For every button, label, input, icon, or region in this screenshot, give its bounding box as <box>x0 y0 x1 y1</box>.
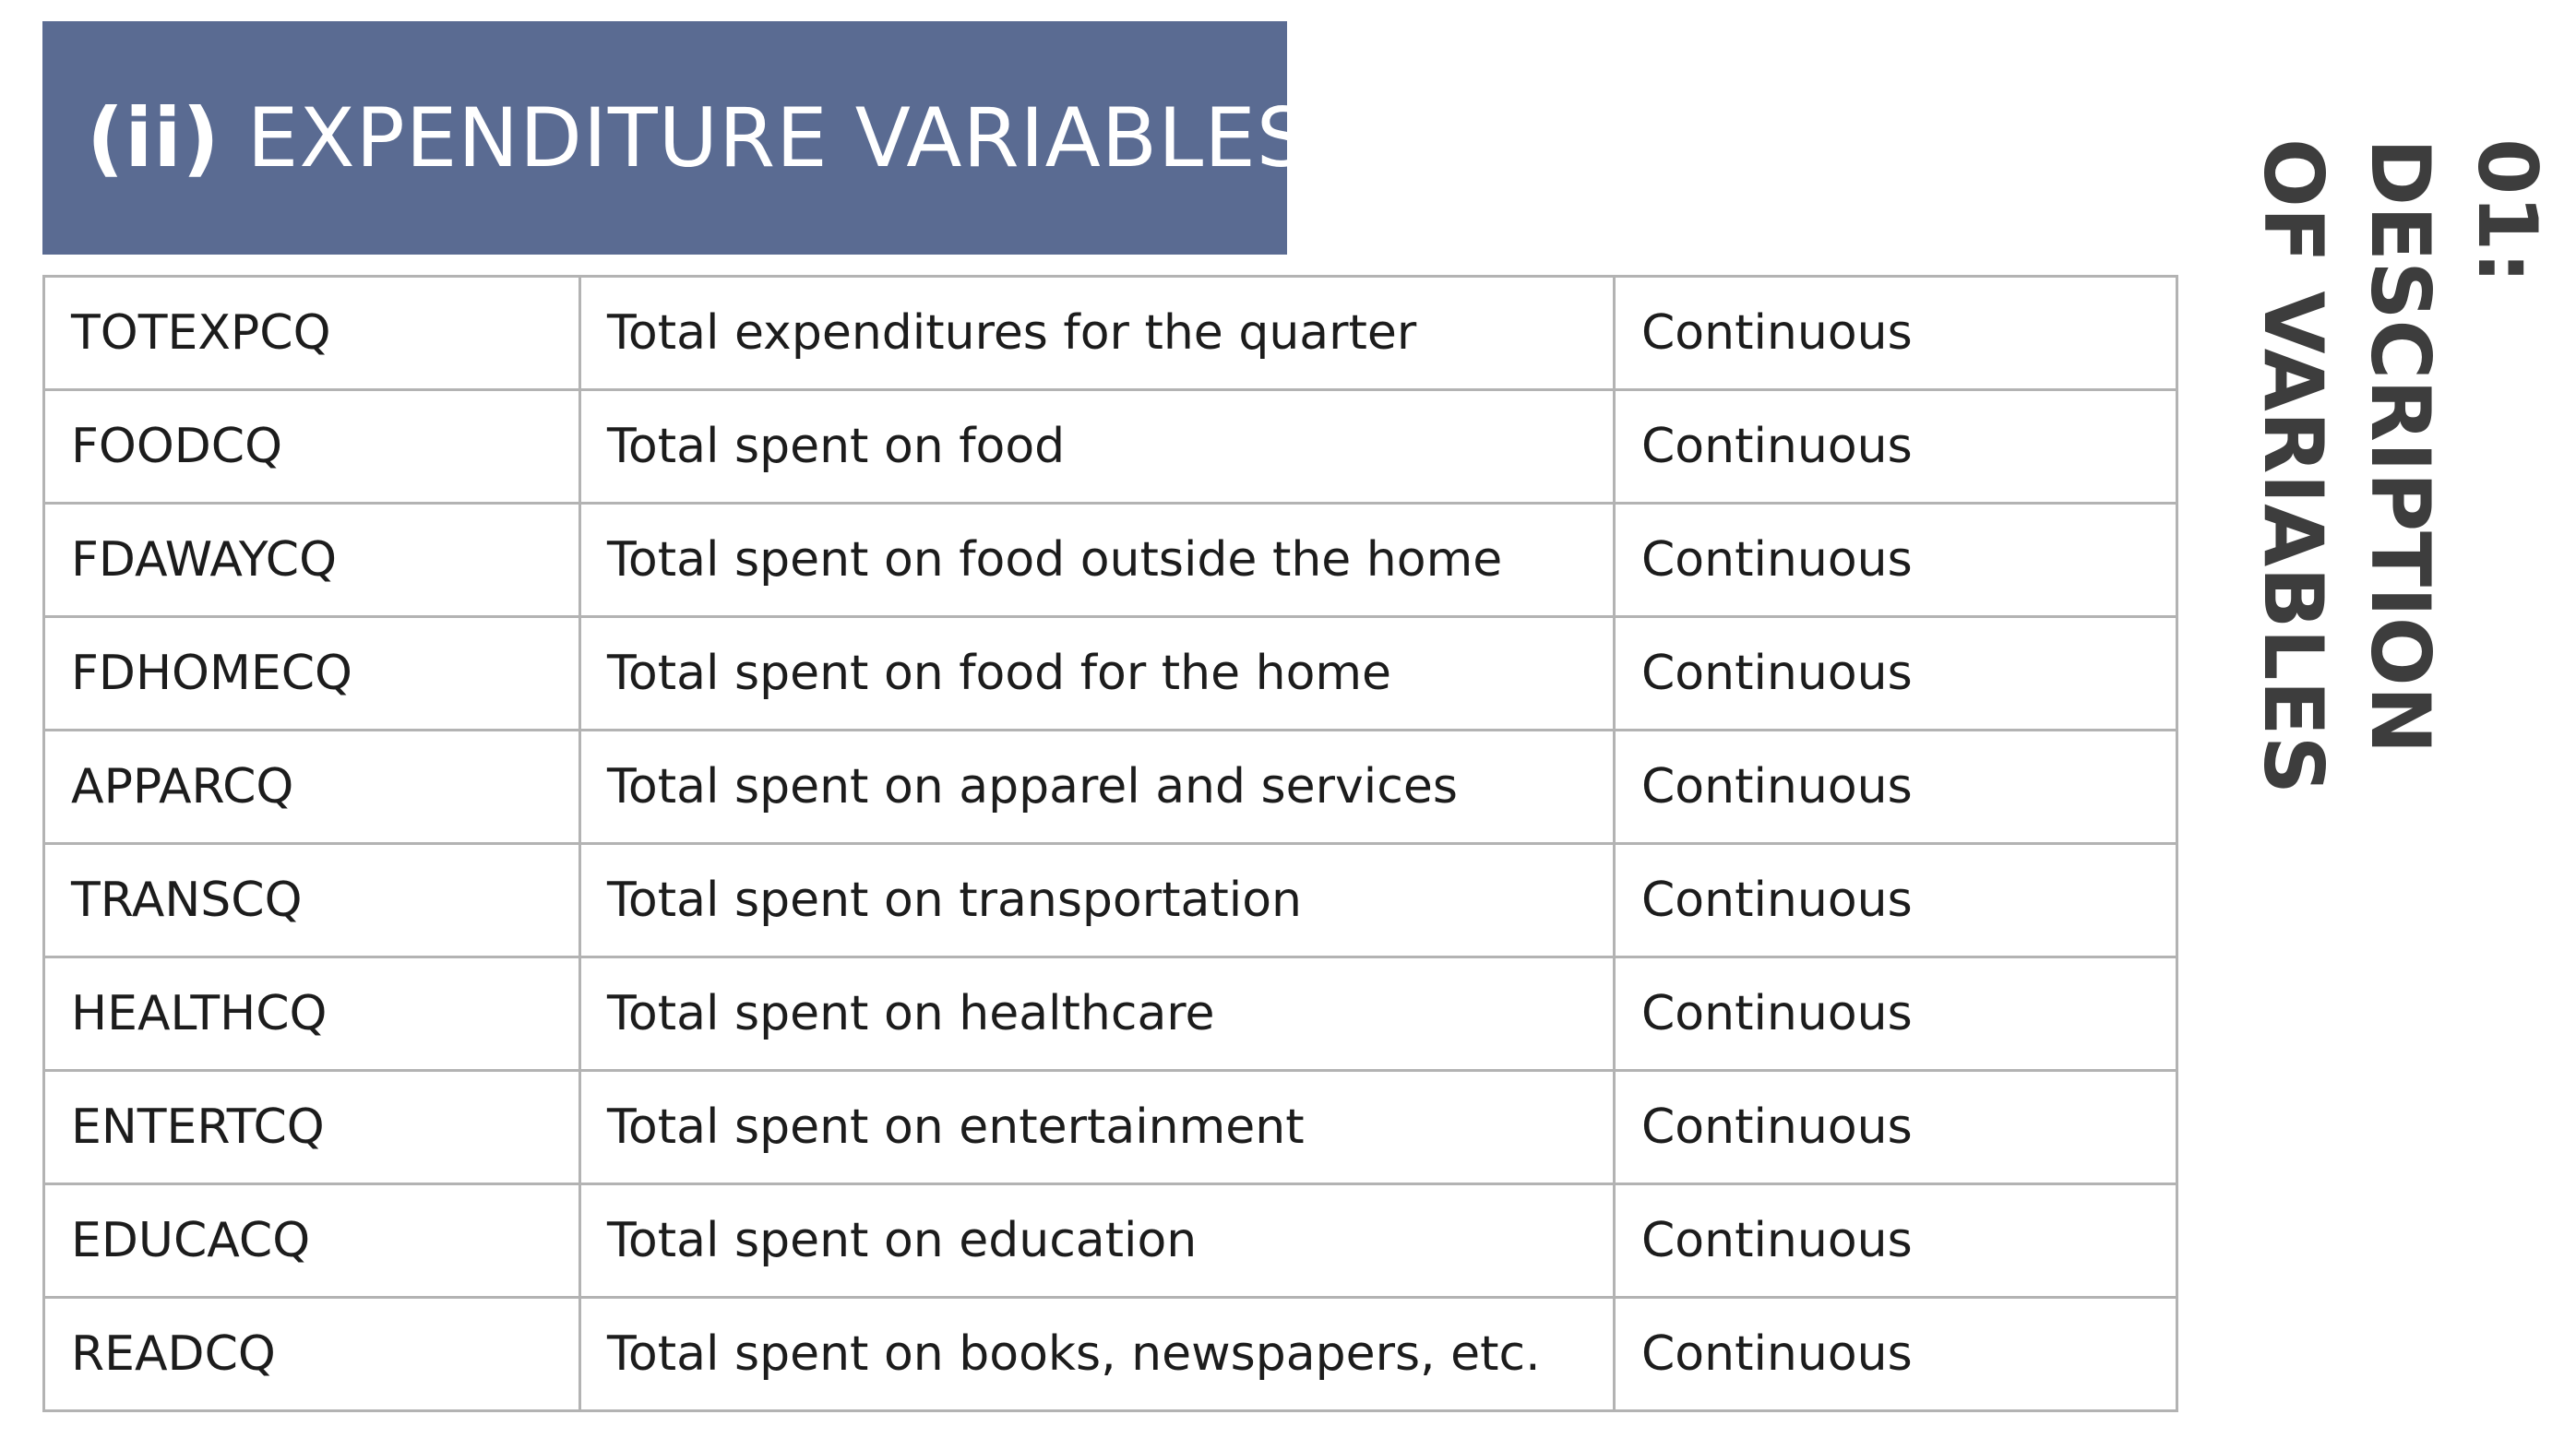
section-title-text: EXPENDITURE VARIABLES <box>246 90 1309 185</box>
side-title-line-1: DESCRIPTION <box>2353 138 2448 755</box>
variable-name-cell: FDAWAYCQ <box>42 502 581 618</box>
variable-type-cell: Continuous <box>1613 388 2178 505</box>
variable-description-cell: Total spent on healthcare <box>578 956 1616 1072</box>
variable-type-cell: Continuous <box>1613 275 2178 391</box>
variable-type-cell: Continuous <box>1613 615 2178 731</box>
variable-name-cell: FOODCQ <box>42 388 581 505</box>
variable-description-cell: Total spent on food <box>578 388 1616 505</box>
variable-type-cell: Continuous <box>1613 956 2178 1072</box>
table-row: FDHOMECQ Total spent on food for the home… <box>42 615 2178 731</box>
variable-description-cell: Total spent on entertainment <box>578 1069 1616 1185</box>
table-row: ENTERTCQ Total spent on entertainment Cont… <box>42 1069 2178 1185</box>
table-row: HEALTHCQ Total spent on healthcare Continu… <box>42 956 2178 1072</box>
section-header: (ii) EXPENDITURE VARIABLES <box>42 21 1308 255</box>
table-row: FOODCQ Total spent on food Continuous <box>42 388 2178 505</box>
variable-description-cell: Total spent on education <box>578 1183 1616 1299</box>
section-number: (ii) <box>87 90 221 185</box>
variable-name-cell: TOTEXPCQ <box>42 275 581 391</box>
variables-table: TOTEXPCQ Total expenditures for the quart… <box>42 275 2178 1412</box>
table-row: READCQ Total spent on books, newspapers, … <box>42 1296 2178 1412</box>
table-row: TRANSCQ Total spent on transportation Cont… <box>42 842 2178 958</box>
variable-name-cell: FDHOMECQ <box>42 615 581 731</box>
variable-description-cell: Total spent on food outside the home <box>578 502 1616 618</box>
variable-type-cell: Continuous <box>1613 729 2178 845</box>
variable-description-cell: Total spent on food for the home <box>578 615 1616 731</box>
variable-description-cell: Total spent on transportation <box>578 842 1616 958</box>
variables-table-body: TOTEXPCQ Total expenditures for the quart… <box>42 275 2178 1412</box>
variable-name-cell: EDUCACQ <box>42 1183 581 1299</box>
variable-name-cell: TRANSCQ <box>42 842 581 958</box>
variable-description-cell: Total expenditures for the quarter <box>578 275 1616 391</box>
variable-name-cell: READCQ <box>42 1296 581 1412</box>
variable-description-cell: Total spent on books, newspapers, etc. <box>578 1296 1616 1412</box>
variable-type-cell: Continuous <box>1613 1183 2178 1299</box>
variable-type-cell: Continuous <box>1613 502 2178 618</box>
variable-type-cell: Continuous <box>1613 1069 2178 1185</box>
variable-name-cell: APPARCQ <box>42 729 581 845</box>
table-row: EDUCACQ Total spent on education Continuou… <box>42 1183 2178 1299</box>
variable-name-cell: ENTERTCQ <box>42 1069 581 1185</box>
table-row: TOTEXPCQ Total expenditures for the quart… <box>42 275 2178 391</box>
side-title-line-2: OF VARIABLES <box>2246 138 2341 795</box>
section-title: (ii) EXPENDITURE VARIABLES <box>87 90 1309 185</box>
variable-description-cell: Total spent on apparel and services <box>578 729 1616 845</box>
table-row: APPARCQ Total spent on apparel and servic… <box>42 729 2178 845</box>
side-title-number: 01: <box>2460 138 2555 284</box>
variable-type-cell: Continuous <box>1613 842 2178 958</box>
variable-type-cell: Continuous <box>1613 1296 2178 1412</box>
variable-name-cell: HEALTHCQ <box>42 956 581 1072</box>
slide-side-title: 01: DESCRIPTION OF VARIABLES <box>2210 138 2560 795</box>
table-row: FDAWAYCQ Total spent on food outside the … <box>42 502 2178 618</box>
